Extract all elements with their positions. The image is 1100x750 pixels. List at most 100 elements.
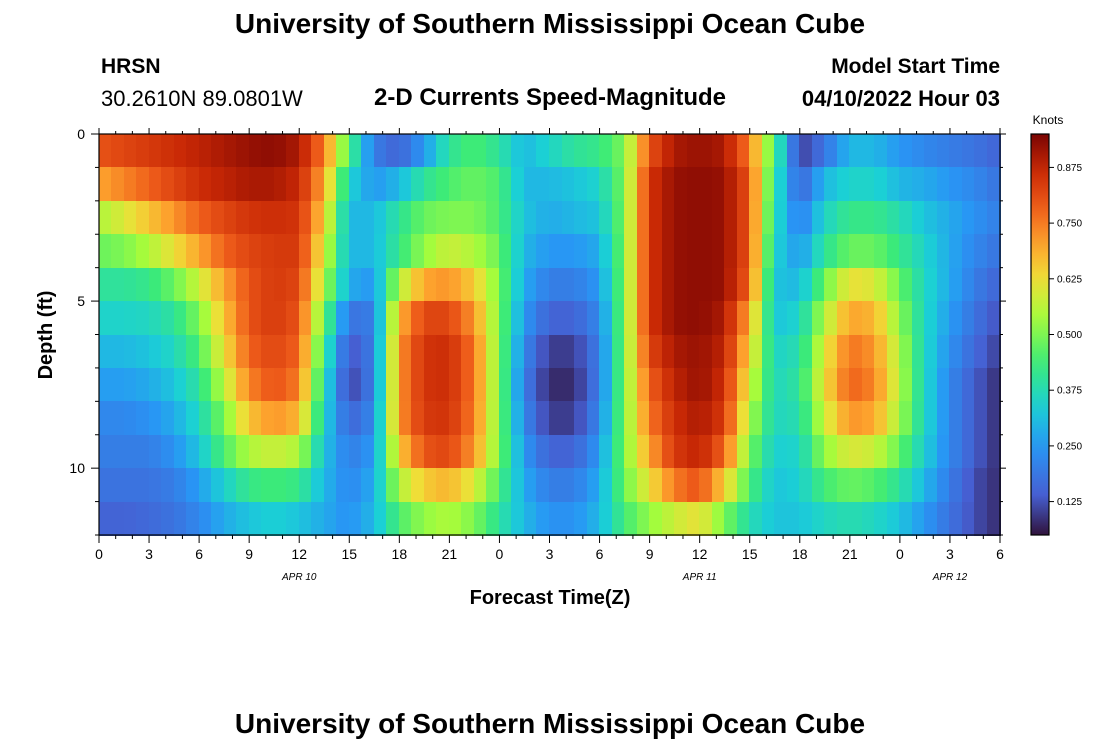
heatmap-cell (862, 335, 876, 369)
heatmap-cell (261, 502, 276, 536)
heatmap-cell (587, 468, 601, 503)
heatmap-cell (324, 502, 338, 536)
heatmap-cell (486, 268, 501, 302)
heatmap-cell (912, 234, 926, 269)
heatmap-cell (737, 167, 751, 202)
heatmap-cell (136, 435, 151, 469)
heatmap-cell (599, 468, 614, 503)
heatmap-cell (411, 167, 426, 202)
heatmap-cell (149, 167, 163, 202)
heatmap-cell (612, 301, 626, 336)
heatmap-cell (962, 401, 976, 436)
heatmap-cell (837, 268, 851, 302)
heatmap-cell (749, 335, 764, 369)
heatmap-cell (224, 401, 238, 436)
heatmap-cell (199, 368, 213, 402)
heatmap-cell (712, 134, 726, 168)
heatmap-cell (737, 234, 751, 269)
heatmap-cell (149, 468, 163, 503)
heatmap-cell (562, 268, 576, 302)
model-start-time: 04/10/2022 Hour 03 (801, 86, 1000, 111)
heatmap-cell (249, 134, 263, 168)
heatmap-cell (274, 368, 288, 402)
heatmap-cell (612, 435, 626, 469)
heatmap-cell (324, 401, 338, 436)
heatmap-cell (374, 468, 388, 503)
heatmap-cell (299, 134, 313, 168)
heatmap-cell (912, 201, 926, 235)
heatmap-cell (486, 401, 501, 436)
x-tick-label: 6 (996, 546, 1004, 562)
heatmap-cell (874, 268, 889, 302)
heatmap-cell (436, 468, 451, 503)
heatmap-cell (261, 134, 276, 168)
heatmap-cell (436, 502, 451, 536)
heatmap-cell (374, 401, 388, 436)
heatmap-cell (712, 368, 726, 402)
heatmap-cell (111, 468, 126, 503)
heatmap-cell (324, 468, 338, 503)
footer-title: University of Southern Mississippi Ocean… (234, 708, 866, 739)
heatmap-cell (311, 435, 326, 469)
x-tick-label: 0 (95, 546, 103, 562)
heatmap-cell (374, 335, 388, 369)
heatmap-cell (424, 335, 438, 369)
heatmap-cell (124, 401, 138, 436)
heatmap-cell (962, 268, 976, 302)
x-date-label: APR 11 (682, 572, 717, 583)
heatmap-cell (987, 401, 1001, 436)
heatmap-cell (386, 502, 401, 536)
heatmap-cell (274, 167, 288, 202)
heatmap-cell (699, 435, 714, 469)
heatmap-cell (674, 234, 689, 269)
heatmap-cell (662, 368, 676, 402)
heatmap-cell (599, 368, 614, 402)
heatmap-cell (549, 502, 564, 536)
heatmap-cell (149, 502, 163, 536)
heatmap-cell (799, 134, 814, 168)
heatmap-cell (411, 134, 426, 168)
heatmap-cell (799, 502, 814, 536)
heatmap-cell (587, 335, 601, 369)
heatmap-cell (349, 134, 363, 168)
x-tick-label: 12 (692, 546, 708, 562)
heatmap-cell (874, 201, 889, 235)
heatmap-cell (787, 435, 801, 469)
x-tick-label: 3 (145, 546, 153, 562)
heatmap-cell (749, 268, 764, 302)
heatmap-cell (787, 201, 801, 235)
heatmap-cell (649, 468, 664, 503)
heatmap-cell (887, 435, 901, 469)
heatmap-cell (499, 134, 513, 168)
heatmap-cell (724, 401, 739, 436)
heatmap-cell (274, 201, 288, 235)
heatmap-cell (924, 335, 939, 369)
heatmap-cell (224, 301, 238, 336)
heatmap-cell (587, 368, 601, 402)
heatmap-cell (887, 468, 901, 503)
heatmap-cell (436, 368, 451, 402)
heatmap-cell (612, 502, 626, 536)
heatmap-cell (449, 234, 463, 269)
heatmap-cell (274, 468, 288, 503)
heatmap-cell (849, 167, 864, 202)
heatmap-cell (824, 134, 839, 168)
heatmap-cell (361, 335, 376, 369)
heatmap-cell (837, 234, 851, 269)
heatmap-cell (99, 167, 113, 202)
heatmap-cell (374, 201, 388, 235)
heatmap-cell (524, 368, 538, 402)
heatmap-cell (486, 502, 501, 536)
heatmap-cell (987, 468, 1001, 503)
heatmap-cell (124, 167, 138, 202)
heatmap-cell (937, 502, 951, 536)
heatmap-cell (486, 301, 501, 336)
x-tick-label: 12 (291, 546, 307, 562)
heatmap-cell (399, 468, 413, 503)
heatmap-cell (399, 335, 413, 369)
heatmap-cell (374, 435, 388, 469)
x-tick-label: 6 (596, 546, 604, 562)
heatmap-cell (762, 401, 776, 436)
station-coords: 30.2610N 89.0801W (101, 86, 303, 111)
heatmap-cell (699, 134, 714, 168)
